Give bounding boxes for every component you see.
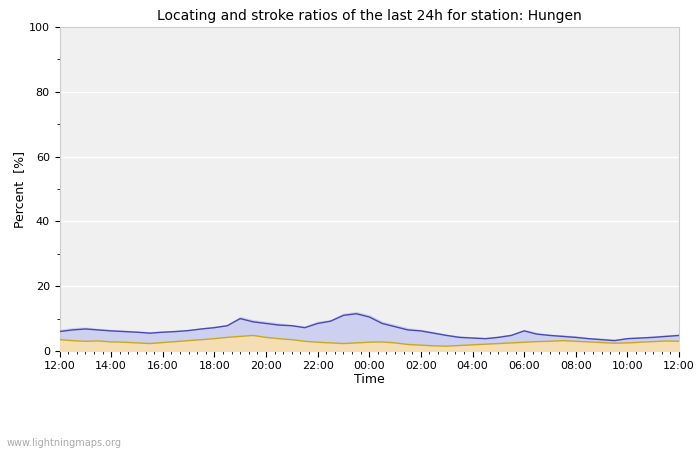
- Text: www.lightningmaps.org: www.lightningmaps.org: [7, 438, 122, 448]
- Title: Locating and stroke ratios of the last 24h for station: Hungen: Locating and stroke ratios of the last 2…: [157, 9, 582, 23]
- X-axis label: Time: Time: [354, 373, 384, 386]
- Y-axis label: Percent  [%]: Percent [%]: [13, 150, 26, 228]
